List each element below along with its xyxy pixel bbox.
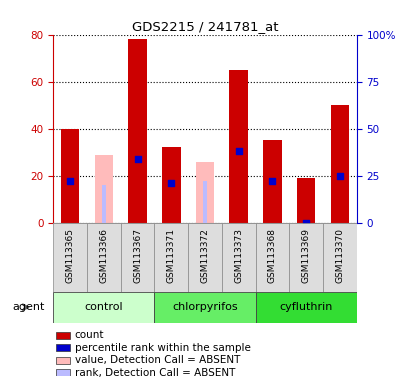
Text: GSM113369: GSM113369: [301, 228, 310, 283]
Point: [302, 220, 309, 226]
Text: percentile rank within the sample: percentile rank within the sample: [74, 343, 250, 353]
Bar: [188, 223, 221, 292]
Point: [168, 180, 174, 186]
Bar: [202, 181, 207, 223]
Bar: [263, 141, 281, 223]
Bar: [330, 105, 348, 223]
Text: GSM113372: GSM113372: [200, 228, 209, 283]
Text: chlorpyrifos: chlorpyrifos: [172, 302, 237, 312]
Point: [235, 148, 241, 154]
Text: GSM113365: GSM113365: [65, 228, 74, 283]
Text: cyfluthrin: cyfluthrin: [279, 302, 332, 312]
Bar: [94, 154, 113, 223]
Bar: [154, 223, 188, 292]
Bar: [56, 357, 70, 364]
Text: agent: agent: [13, 302, 45, 312]
Text: GSM113366: GSM113366: [99, 228, 108, 283]
Bar: [87, 223, 120, 292]
Text: GSM113368: GSM113368: [267, 228, 276, 283]
Bar: [154, 292, 255, 323]
Bar: [296, 178, 315, 223]
Title: GDS2215 / 241781_at: GDS2215 / 241781_at: [131, 20, 278, 33]
Bar: [195, 162, 214, 223]
Bar: [255, 292, 356, 323]
Bar: [53, 292, 154, 323]
Text: GSM113370: GSM113370: [335, 228, 344, 283]
Text: GSM113367: GSM113367: [133, 228, 142, 283]
Text: GSM113373: GSM113373: [234, 228, 243, 283]
Bar: [221, 223, 255, 292]
Bar: [128, 39, 146, 223]
Text: rank, Detection Call = ABSENT: rank, Detection Call = ABSENT: [74, 368, 234, 378]
Text: GSM113371: GSM113371: [166, 228, 175, 283]
Bar: [101, 185, 106, 223]
Bar: [56, 344, 70, 351]
Bar: [120, 223, 154, 292]
Bar: [56, 369, 70, 376]
Text: control: control: [84, 302, 123, 312]
Point: [134, 156, 141, 162]
Point: [67, 178, 73, 184]
Bar: [53, 223, 87, 292]
Text: count: count: [74, 330, 104, 340]
Bar: [162, 147, 180, 223]
Point: [336, 173, 342, 179]
Bar: [289, 223, 322, 292]
Point: [268, 178, 275, 184]
Bar: [322, 223, 356, 292]
Bar: [229, 70, 247, 223]
Bar: [255, 223, 289, 292]
Bar: [56, 332, 70, 339]
Text: value, Detection Call = ABSENT: value, Detection Call = ABSENT: [74, 355, 239, 365]
Bar: [61, 129, 79, 223]
